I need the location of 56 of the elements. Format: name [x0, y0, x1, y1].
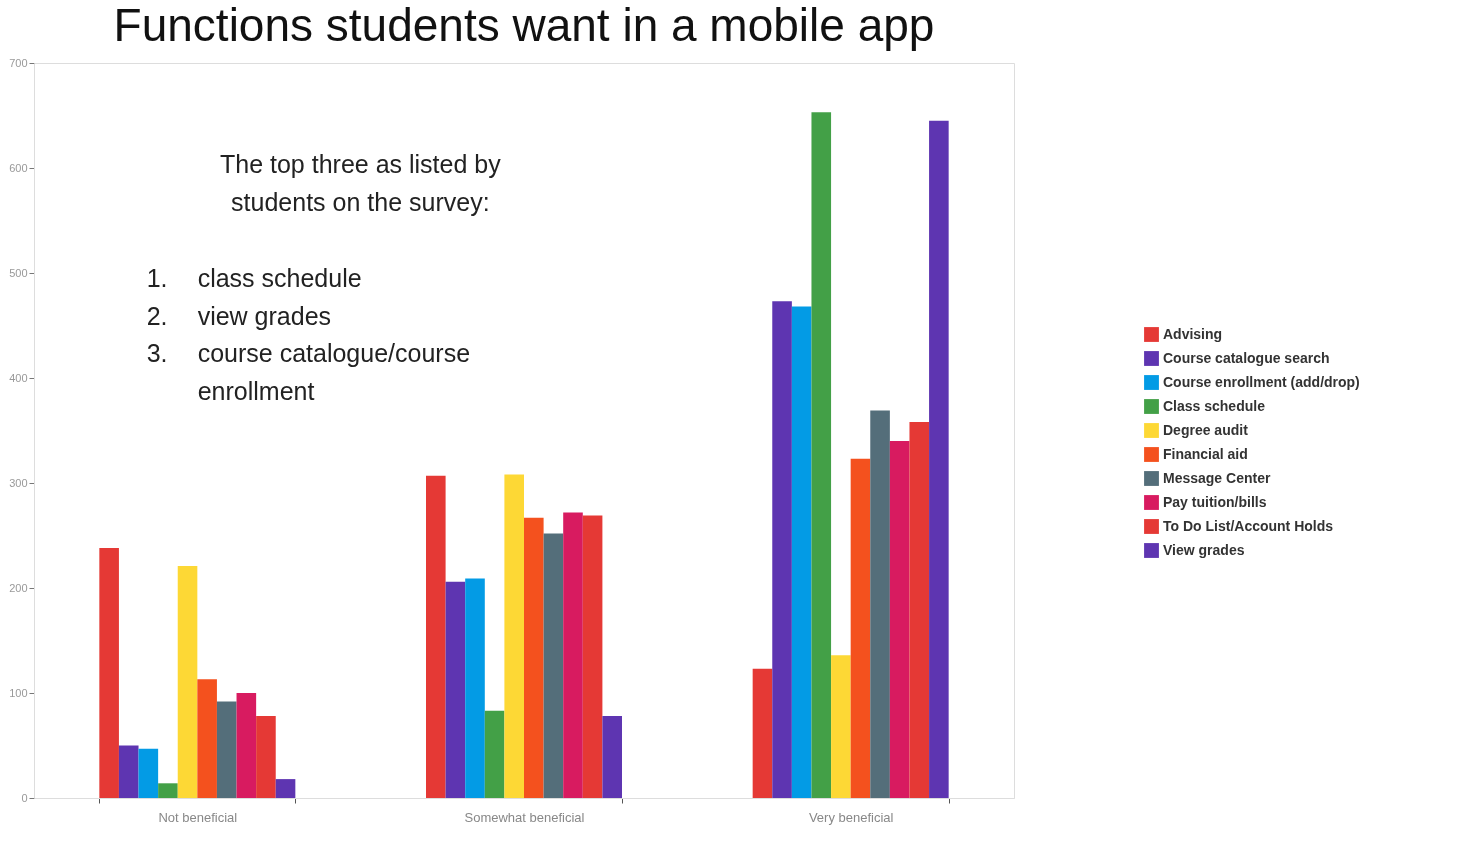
bar: [177, 565, 198, 798]
bar: [831, 655, 851, 798]
chart-title: Functions students want in a mobile app: [113, 0, 935, 51]
legend-label: Message Center: [1163, 469, 1271, 486]
bar: [99, 548, 119, 798]
legend-label: View grades: [1163, 541, 1245, 558]
bar: [582, 515, 603, 798]
bar: [524, 517, 544, 798]
legend-label: Degree audit: [1163, 421, 1249, 438]
bar: [236, 693, 257, 798]
bar: [445, 581, 466, 798]
text: 1. class schedule: [146, 264, 362, 293]
legend-label: Advising: [1163, 325, 1223, 342]
bar: [602, 716, 622, 798]
y-tick-label: 200: [9, 581, 28, 594]
y-tick-label: 100: [9, 686, 28, 699]
bar: [197, 679, 217, 798]
bar: [791, 306, 812, 798]
legend-label: Class schedule: [1163, 397, 1266, 414]
bar: [929, 120, 949, 798]
y-tick-label: 600: [9, 161, 28, 174]
text: 3. course catalogue/course enrollment: [146, 339, 471, 405]
y-tick-label: 700: [9, 56, 28, 69]
annotation: The top three as listed by students on the survey:: [219, 150, 502, 216]
text: 2. view grades: [146, 301, 332, 330]
y-tick-label: 300: [9, 476, 28, 489]
bar: [909, 422, 930, 798]
bar: [752, 668, 773, 798]
bar: [870, 410, 890, 798]
bar: [158, 783, 178, 798]
bar: [426, 475, 446, 798]
legend-label: Course catalogue search: [1163, 349, 1330, 366]
bar: [772, 301, 792, 798]
x-tick-label: Very beneficial: [808, 809, 894, 825]
bar: [275, 779, 296, 798]
bar: [563, 512, 583, 798]
legend-label: Course enrollment (add/drop): [1163, 373, 1360, 390]
bar: [889, 441, 910, 798]
legend-label: Financial aid: [1163, 445, 1248, 462]
legend-label: To Do List/Account Holds: [1163, 517, 1334, 534]
bar: [484, 710, 505, 798]
bar: [138, 748, 159, 798]
y-tick-label: 400: [9, 371, 28, 384]
y-tick-label: 500: [9, 266, 28, 279]
bar: [465, 578, 485, 798]
bar: [504, 474, 524, 798]
y-tick-label: 0: [21, 791, 28, 804]
x-tick-label: Not beneficial: [158, 809, 238, 825]
bar: [216, 701, 237, 798]
bar: [543, 533, 564, 798]
x-tick-label: Somewhat beneficial: [464, 809, 585, 825]
bar: [118, 745, 139, 798]
bar: [811, 112, 832, 798]
legend-label: Pay tuition/bills: [1163, 493, 1267, 510]
bar: [256, 716, 276, 798]
bar: [850, 458, 871, 798]
